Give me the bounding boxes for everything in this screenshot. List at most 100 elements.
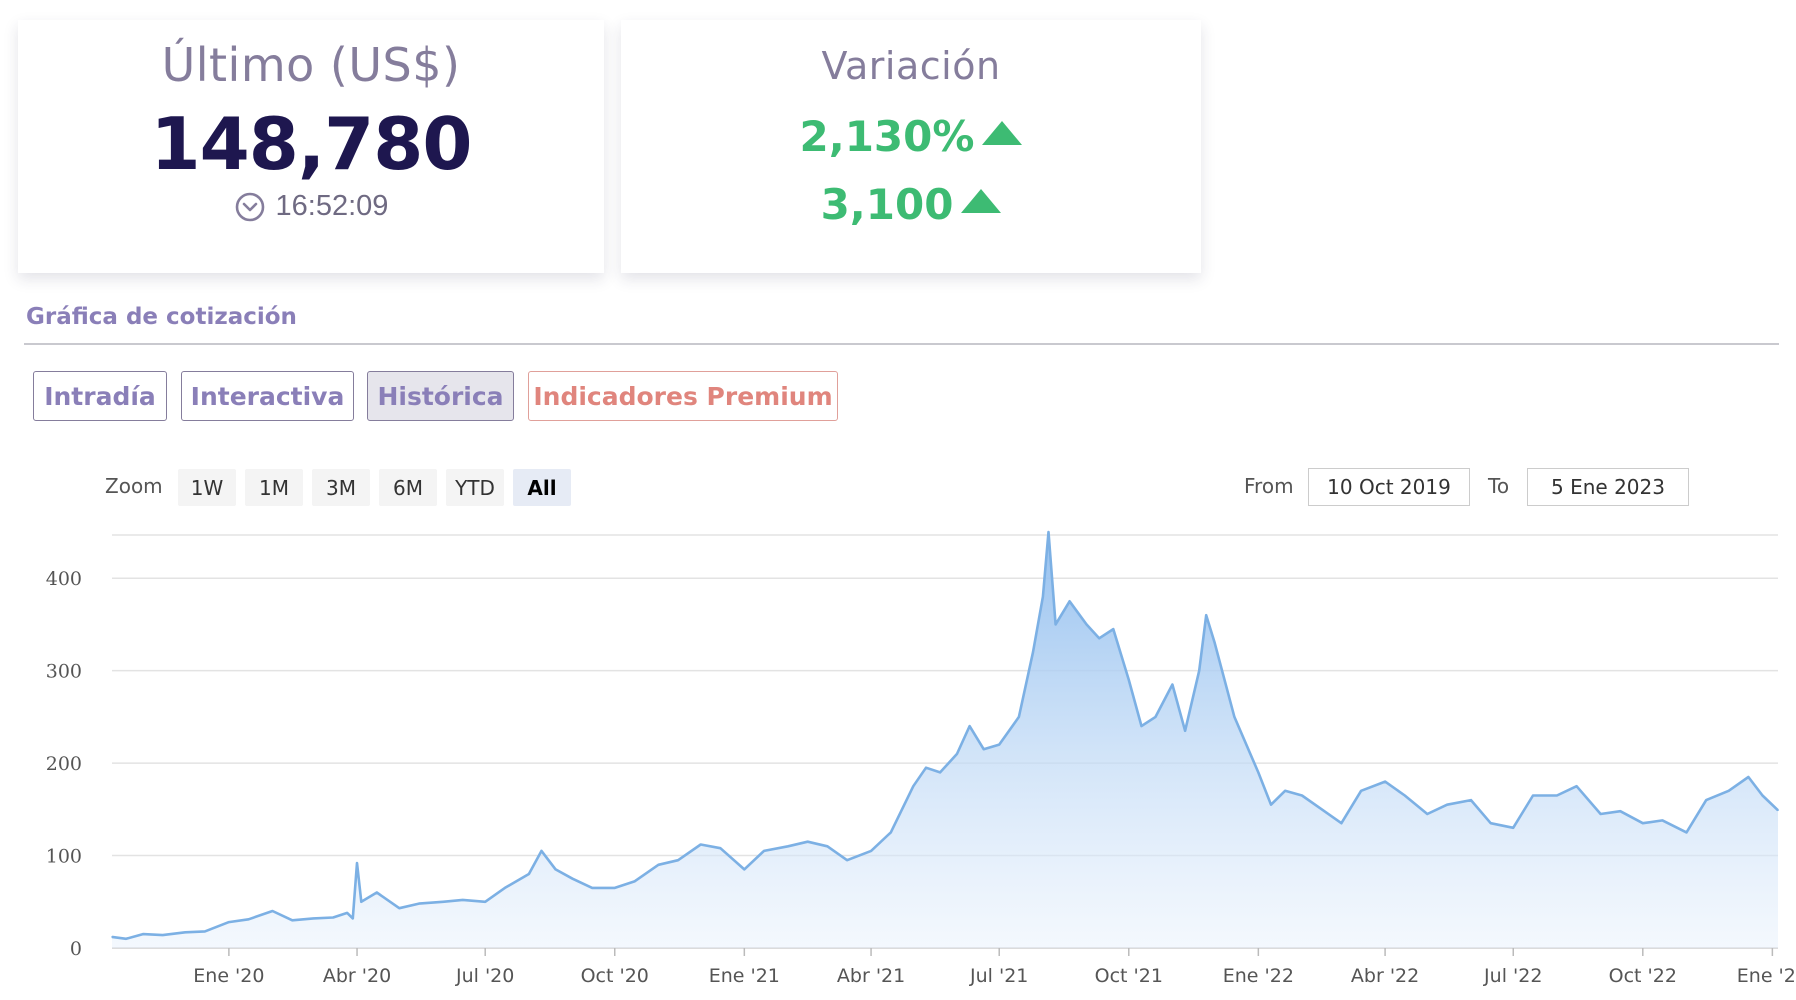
data-point [228, 921, 230, 923]
zoom-ytd-button[interactable]: YTD [446, 469, 504, 506]
data-point [1599, 813, 1602, 815]
zoom-1m-button[interactable]: 1M [245, 469, 303, 506]
data-point [1154, 716, 1157, 718]
data-point [1198, 669, 1200, 672]
data-point [1140, 725, 1143, 727]
data-point [1018, 716, 1020, 718]
data-point [1642, 822, 1644, 824]
data-point [1068, 600, 1071, 603]
data-point [247, 918, 250, 921]
data-point [1470, 799, 1472, 801]
data-point [1270, 803, 1272, 806]
data-point [1512, 827, 1514, 829]
x-tick-label: Ene '20 [193, 965, 264, 987]
data-point [982, 748, 985, 750]
data-point [352, 917, 354, 920]
data-point [184, 931, 186, 934]
data-point [699, 843, 702, 846]
data-point [1705, 799, 1707, 801]
data-point [291, 919, 294, 922]
data-point [677, 859, 679, 861]
data-point [968, 725, 971, 727]
y-tick-label: 400 [46, 568, 82, 590]
data-point [1085, 623, 1088, 626]
last-price-value: 148,780 [150, 102, 473, 186]
tab-interactive[interactable]: Interactiva [181, 371, 354, 421]
data-point [161, 934, 164, 936]
y-tick-label: 0 [70, 938, 82, 960]
data-point [925, 766, 927, 769]
variation-percent: 2,130% [799, 112, 975, 161]
zoom-1w-button[interactable]: 1W [178, 469, 236, 506]
data-point [376, 891, 378, 894]
zoom-6m-button[interactable]: 6M [379, 469, 437, 506]
data-point [571, 877, 574, 880]
data-point [1661, 819, 1664, 822]
data-point [1619, 810, 1622, 812]
data-point [1184, 730, 1186, 732]
data-point [484, 901, 487, 903]
data-point [1685, 831, 1688, 834]
zoom-all-button[interactable]: All [513, 469, 571, 506]
arrow-up-icon [982, 120, 1023, 145]
price-history-chart[interactable]: 0 100 200 300 400 Ene '20 Abr '20 Jul '20 Oct '2… [0, 520, 1796, 1000]
data-point [998, 743, 1000, 746]
to-date-input[interactable]: 5 Ene 2023 [1527, 468, 1689, 506]
data-point [1032, 651, 1034, 653]
data-point [504, 887, 506, 889]
data-point [846, 859, 848, 861]
variation-absolute: 3,100 [820, 180, 954, 229]
data-point [1761, 794, 1764, 797]
section-title: Gráfica de cotización [26, 304, 297, 330]
data-point [356, 862, 358, 864]
data-point [1042, 595, 1044, 598]
x-tick-label: Oct '21 [1095, 965, 1163, 987]
tab-premium-indicators[interactable]: Indicadores Premium [528, 371, 838, 421]
data-point [1054, 623, 1057, 626]
data-point [461, 899, 464, 901]
data-point [418, 902, 420, 905]
zoom-label: Zoom [105, 474, 163, 498]
data-point [554, 868, 557, 871]
x-tick-label: Abr '20 [323, 965, 391, 987]
data-point [1404, 794, 1406, 797]
data-point [111, 936, 113, 938]
data-point [125, 938, 127, 940]
data-point [528, 873, 530, 875]
x-tick-label: Jul '22 [1483, 965, 1542, 987]
data-point [312, 917, 315, 920]
data-point [540, 850, 543, 852]
x-tick-label: Oct '22 [1609, 965, 1677, 987]
tab-intraday[interactable]: Intradía [33, 371, 167, 421]
data-point [1777, 809, 1779, 812]
data-point [890, 831, 892, 834]
data-point [1532, 794, 1534, 797]
zoom-3m-button[interactable]: 3M [312, 469, 370, 506]
y-tick-label: 100 [46, 846, 82, 868]
data-point [787, 845, 789, 848]
last-update-time-row: 16:52:09 [18, 190, 604, 223]
data-point [1112, 628, 1115, 630]
from-label: From [1244, 474, 1294, 498]
data-point [956, 753, 958, 755]
data-point [912, 785, 915, 787]
data-point [870, 850, 872, 852]
data-point [204, 930, 206, 933]
data-point [939, 771, 941, 774]
data-point [1171, 683, 1174, 686]
variation-absolute-row: 3,100 [621, 180, 1201, 229]
data-point [1320, 808, 1323, 811]
x-tick-label: Oct '20 [581, 965, 649, 987]
from-date-input[interactable]: 10 Oct 2019 [1308, 468, 1470, 506]
data-point [332, 916, 334, 919]
data-point [1128, 679, 1130, 681]
x-tick-label: Ene '22 [1223, 965, 1294, 987]
x-tick-label: Ene '23 [1737, 965, 1796, 987]
data-point [1340, 822, 1343, 824]
data-point [1384, 780, 1386, 783]
tab-historic[interactable]: Histórica [367, 371, 514, 421]
data-point [271, 910, 274, 912]
data-point [1747, 776, 1750, 778]
data-point [1727, 790, 1730, 792]
variation-card: Variación 2,130% 3,100 [621, 20, 1201, 273]
